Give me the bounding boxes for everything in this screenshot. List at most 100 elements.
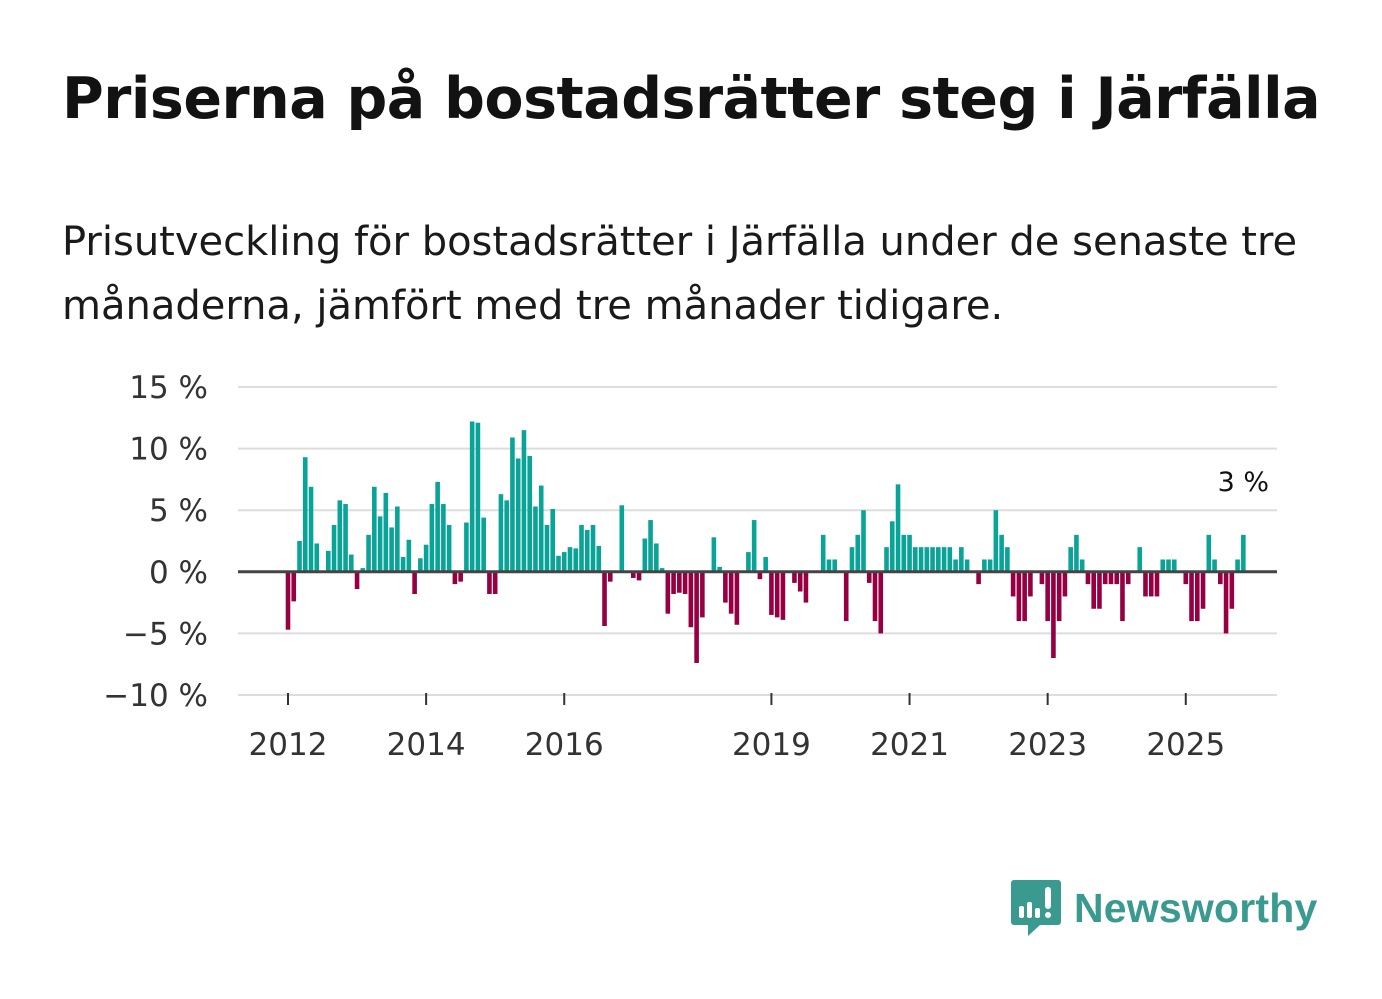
- bar: [774, 571, 780, 618]
- y-tick-label: 5 %: [149, 493, 208, 529]
- bar: [1143, 571, 1148, 597]
- bar: [1062, 571, 1068, 597]
- bar: [561, 552, 567, 572]
- bar: [533, 506, 538, 572]
- bar: [395, 506, 400, 572]
- bar: [291, 571, 297, 602]
- bar: [918, 547, 924, 572]
- bar: [936, 547, 941, 572]
- bar: [866, 571, 872, 583]
- bar: [964, 559, 970, 572]
- bar: [751, 520, 757, 572]
- bar: [999, 534, 1004, 572]
- bar: [907, 534, 912, 572]
- bar: [314, 543, 320, 572]
- y-tick-label: −5 %: [123, 616, 208, 652]
- bar: [901, 534, 907, 572]
- bar: [406, 539, 412, 572]
- bar: [769, 571, 774, 615]
- bar: [1194, 571, 1200, 622]
- bar: [418, 558, 423, 572]
- bar: [1028, 571, 1033, 597]
- bar: [1241, 534, 1246, 572]
- bar: [832, 559, 838, 572]
- logo-text: Newsworthy: [1074, 884, 1318, 931]
- bar: [567, 547, 573, 572]
- bar: [458, 571, 463, 582]
- bar: [1039, 571, 1045, 585]
- bar: [912, 547, 918, 572]
- x-tick-label: 2019: [732, 727, 811, 763]
- bar: [820, 534, 826, 572]
- bar: [861, 510, 866, 572]
- bar: [959, 547, 964, 572]
- bar: [849, 547, 855, 572]
- bar: [619, 505, 625, 572]
- bar: [1125, 571, 1131, 585]
- bar: [631, 571, 636, 578]
- bar: [349, 554, 354, 572]
- bar: [671, 571, 676, 594]
- bar: [1114, 571, 1120, 585]
- y-tick-label: −10 %: [103, 678, 208, 714]
- bar: [1154, 571, 1160, 597]
- bar: [1079, 559, 1085, 572]
- bar: [556, 555, 561, 572]
- bar: [602, 571, 607, 627]
- bar: [1183, 571, 1189, 585]
- bar: [1229, 571, 1235, 609]
- bar: [423, 544, 429, 572]
- bar: [590, 524, 596, 572]
- bar: [677, 571, 682, 593]
- bar: [343, 504, 348, 572]
- bar: [717, 566, 722, 572]
- bar: [377, 516, 383, 572]
- bar: [694, 571, 699, 663]
- bar: [308, 486, 314, 572]
- bar: [953, 559, 958, 572]
- bar: [331, 524, 337, 572]
- bar: [366, 534, 371, 572]
- chart-title: Priserna på bostadsrätter steg i Järfäll…: [62, 66, 1321, 132]
- bar: [1097, 571, 1102, 609]
- bar: [337, 500, 343, 572]
- bar: [573, 548, 579, 572]
- x-tick-label: 2014: [387, 727, 466, 763]
- bar: [700, 571, 705, 618]
- bar: [993, 510, 999, 572]
- bar: [452, 571, 458, 585]
- bar: [1160, 559, 1166, 572]
- bar: [1200, 571, 1206, 609]
- bar: [636, 571, 642, 581]
- bar: [688, 571, 694, 628]
- bar: [1108, 571, 1114, 585]
- bar: [878, 571, 884, 634]
- bar: [780, 571, 786, 620]
- bar: [855, 534, 861, 572]
- y-tick-label: 0 %: [149, 555, 208, 591]
- bar: [843, 571, 849, 622]
- bar: [1091, 571, 1096, 609]
- bar: [1005, 547, 1010, 572]
- bar: [285, 571, 291, 630]
- bar: [941, 547, 947, 572]
- bar: [354, 571, 360, 590]
- bar: [372, 486, 377, 572]
- bar: [607, 571, 613, 582]
- axes: [238, 570, 1277, 705]
- bar: [446, 524, 452, 572]
- x-tick-label: 2025: [1146, 727, 1225, 763]
- bar: [872, 571, 878, 622]
- bar: [792, 571, 797, 583]
- bar: [763, 557, 768, 572]
- bar: [498, 494, 504, 572]
- bar: [1022, 571, 1027, 622]
- bar: [757, 571, 763, 580]
- bar: [1102, 571, 1108, 585]
- bar: [659, 568, 665, 572]
- bar: [1166, 559, 1171, 572]
- bar: [1016, 571, 1022, 622]
- bar: [504, 500, 509, 572]
- bar: [550, 508, 556, 572]
- bar: [1189, 571, 1194, 622]
